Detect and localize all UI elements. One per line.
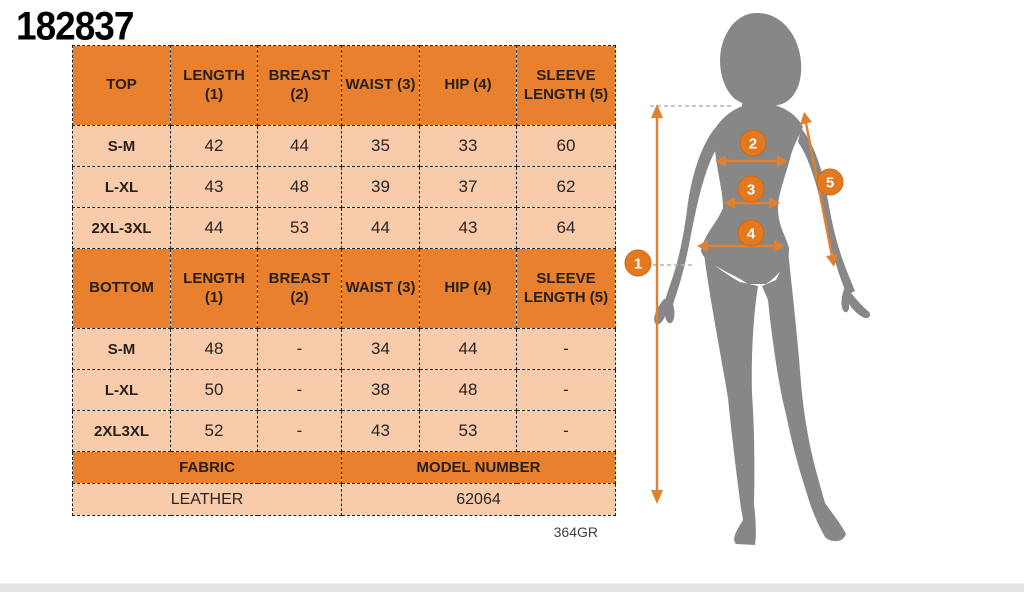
right-leg-shape [762,250,846,542]
right-hand-shape [841,289,871,319]
hip-arrowhead-left [697,240,708,252]
value-cell: 44 [257,125,342,167]
badge-1-number: 1 [634,256,642,273]
value-cell: - [516,369,616,411]
value-cell: 64 [516,207,616,249]
column-header-breast: BREAST (2) [257,248,342,329]
size-cell: L-XL [72,369,171,411]
measurement-badges: 1 2 3 4 5 [624,129,844,277]
right-arm-shape [798,128,855,295]
value-cell: 33 [419,125,517,167]
value-cell: - [257,369,342,411]
value-cell: - [516,410,616,452]
column-header-sleeve: SLEEVE LENGTH (5) [516,248,616,329]
measurement-diagram: 1 2 3 4 5 [620,0,1024,592]
value-cell: 44 [419,328,517,370]
badge-4-circle [737,219,765,247]
badge-5-number: 5 [826,175,834,192]
value-cell: 52 [170,410,258,452]
size-cell: 2XL3XL [72,410,171,452]
footer-header-row: FABRIC MODEL NUMBER [72,451,616,484]
column-header-length: LENGTH (1) [170,45,258,126]
badge-1-circle [624,249,652,277]
guide-lines [646,105,734,266]
column-header-hip: HIP (4) [419,45,517,126]
badge-2-circle [739,129,767,157]
left-hand-shape [654,299,675,325]
value-cell: - [516,328,616,370]
product-id: 182837 [16,4,134,49]
table-row: 2XL3XL 52 - 43 53 - [72,410,616,452]
length-arrowhead-bottom [651,490,663,504]
badge-5-circle [816,168,844,196]
column-header-waist: WAIST (3) [341,45,420,126]
value-cell: 62 [516,166,616,208]
column-header-sleeve: SLEEVE LENGTH (5) [516,45,616,126]
value-cell: 48 [419,369,517,411]
top-section-label: TOP [72,45,171,126]
value-cell: - [257,410,342,452]
head-shape [720,12,802,107]
value-cell: 42 [170,125,258,167]
value-cell: 60 [516,125,616,167]
table-row: S-M 48 - 34 44 - [72,328,616,370]
model-number-value: 62064 [341,483,616,516]
column-header-breast: BREAST (2) [257,45,342,126]
value-cell: 43 [170,166,258,208]
left-leg-shape [704,254,758,545]
value-cell: - [257,328,342,370]
bottom-header-row: BOTTOM LENGTH (1) BREAST (2) WAIST (3) H… [72,248,616,329]
size-chart-table: TOP LENGTH (1) BREAST (2) WAIST (3) HIP … [72,45,616,516]
value-cell: 43 [341,410,420,452]
value-cell: 37 [419,166,517,208]
breast-arrowhead-right [777,155,788,167]
value-cell: 48 [170,328,258,370]
model-number-label: MODEL NUMBER [341,451,616,484]
bottom-divider-strip [0,583,1024,592]
weight-note: 364GR [553,524,598,540]
value-cell: 34 [341,328,420,370]
size-cell: L-XL [72,166,171,208]
value-cell: 53 [419,410,517,452]
value-cell: 43 [419,207,517,249]
waist-arrowhead-right [769,197,780,209]
footer-value-row: LEATHER 62064 [72,483,616,516]
size-cell: S-M [72,328,171,370]
breast-arrowhead-left [715,155,726,167]
body-silhouette [654,12,871,545]
waist-arrowhead-left [724,197,735,209]
size-cell: 2XL-3XL [72,207,171,249]
value-cell: 44 [170,207,258,249]
value-cell: 50 [170,369,258,411]
sleeve-arrowhead-top [800,112,812,125]
top-header-row: TOP LENGTH (1) BREAST (2) WAIST (3) HIP … [72,45,616,126]
fabric-label: FABRIC [72,451,342,484]
size-cell: S-M [72,125,171,167]
value-cell: 44 [341,207,420,249]
badge-3-number: 3 [747,182,755,199]
value-cell: 48 [257,166,342,208]
length-arrowhead-top [651,104,663,118]
value-cell: 39 [341,166,420,208]
measurement-figure-svg: 1 2 3 4 5 [624,12,871,545]
table-row: L-XL 43 48 39 37 62 [72,166,616,208]
left-arm-shape [664,128,718,307]
column-header-length: LENGTH (1) [170,248,258,329]
bottom-section-label: BOTTOM [72,248,171,329]
fabric-value: LEATHER [72,483,342,516]
badge-2-number: 2 [749,136,757,153]
value-cell: 53 [257,207,342,249]
value-cell: 35 [341,125,420,167]
value-cell: 38 [341,369,420,411]
badge-3-circle [737,175,765,203]
table-row: 2XL-3XL 44 53 44 43 64 [72,207,616,249]
table-row: S-M 42 44 35 33 60 [72,125,616,167]
hip-arrowhead-right [774,240,785,252]
table-row: L-XL 50 - 38 48 - [72,369,616,411]
badge-4-number: 4 [747,226,756,243]
sleeve-arrowhead-bottom [826,254,838,267]
column-header-waist: WAIST (3) [341,248,420,329]
column-header-hip: HIP (4) [419,248,517,329]
